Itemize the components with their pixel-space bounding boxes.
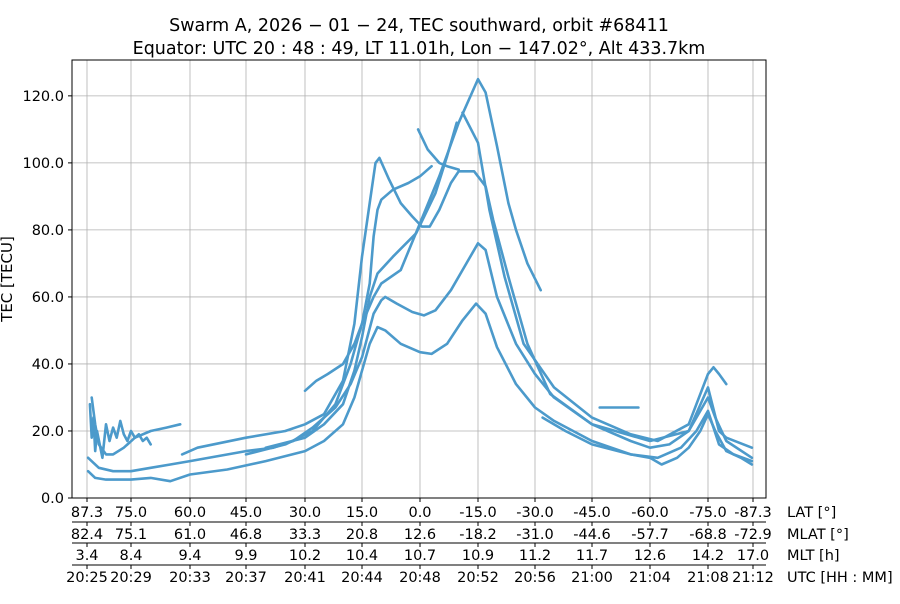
x-tick-label: -57.7: [631, 527, 669, 543]
x-tick-label: 20:44: [341, 570, 383, 586]
x-tick-label: -72.9: [734, 527, 772, 543]
x-tick-label: 10.9: [462, 548, 494, 564]
x-tick-label: 21:12: [732, 570, 774, 586]
x-tick-label: 9.9: [234, 548, 257, 564]
series-trace-3: [416, 128, 461, 171]
x-tick-label: 11.2: [519, 548, 551, 564]
series-trace-0: [86, 302, 754, 483]
y-tick-label: 60.0: [32, 290, 64, 306]
x-tick-label: 20:33: [169, 570, 211, 586]
series-trace-9: [88, 402, 152, 460]
y-tick-label: 120.0: [22, 89, 64, 105]
x-tick-label: 12.6: [634, 548, 666, 564]
x-tick-label: 20:41: [284, 570, 326, 586]
x-tick-label: 3.4: [75, 548, 98, 564]
x-tick-label: 20:37: [225, 570, 267, 586]
x-tick-label: 10.4: [346, 548, 378, 564]
series-trace-2: [180, 156, 754, 456]
x-tick-label: -60.0: [631, 505, 669, 521]
series-trace-11: [541, 409, 754, 463]
y-tick-label: 100.0: [22, 156, 64, 172]
x-tick-label: 20:48: [399, 570, 441, 586]
data-series: [86, 77, 754, 483]
x-tick-label: 0.0: [408, 505, 431, 521]
x-tick-label: 21:00: [571, 570, 613, 586]
x-tick-label: 87.3: [71, 505, 103, 521]
x-tick-label: 82.4: [71, 527, 103, 543]
grid: [72, 60, 766, 499]
x-tick-label: 12.6: [404, 527, 436, 543]
series-trace-4: [244, 77, 543, 456]
x-tick-label: 20:25: [66, 570, 108, 586]
x-tick-label: 20:56: [514, 570, 556, 586]
x-tick-label: -87.3: [734, 505, 772, 521]
x-tick-label: -44.6: [573, 527, 611, 543]
x-tick-label: -15.0: [459, 505, 497, 521]
x-tick-label: -31.0: [516, 527, 554, 543]
chart-subtitle: Equator: UTC 20 : 48 : 49, LT 11.01h, Lo…: [133, 39, 706, 59]
x-tick-label: 46.8: [230, 527, 262, 543]
x-tick-label: 15.0: [346, 505, 378, 521]
axis-row-label: MLT [h]: [787, 548, 840, 564]
y-tick-label: 40.0: [32, 357, 64, 373]
x-axis-rows: 87.3 75.0 60.0 45.0 30.0 15.0 0.0 -15.0 -30.0 -45…: [66, 498, 893, 586]
x-tick-label: 60.0: [174, 505, 206, 521]
x-tick-label: 21:04: [629, 570, 671, 586]
x-tick-label: 8.4: [119, 548, 142, 564]
x-tick-label: 21:08: [687, 570, 729, 586]
x-tick-label: 14.2: [692, 548, 724, 564]
x-tick-label: -30.0: [516, 505, 554, 521]
series-trace-1: [86, 242, 754, 473]
axis-row-label: MLAT [°]: [787, 527, 849, 543]
plot-frame: [71, 59, 767, 499]
x-tick-label: 33.3: [289, 527, 321, 543]
x-tick-label: 30.0: [289, 505, 321, 521]
series-trace-5: [264, 121, 459, 450]
x-tick-label: -75.0: [689, 505, 727, 521]
chart-title: Swarm A, 2026 − 01 − 24, TEC southward, …: [169, 16, 669, 36]
y-tick-label: 80.0: [32, 223, 64, 239]
x-tick-label: 75.1: [115, 527, 147, 543]
x-tick-label: 61.0: [174, 527, 206, 543]
series-trace-6: [303, 164, 433, 393]
x-tick-label: 10.7: [404, 548, 436, 564]
axis-row-label: LAT [°]: [787, 505, 836, 521]
y-axis-label: TEC [TECU]: [0, 236, 16, 323]
x-tick-label: 45.0: [230, 505, 262, 521]
x-tick-label: -18.2: [459, 527, 497, 543]
series-trace-7: [461, 111, 728, 443]
y-tick-label: 0.0: [41, 491, 64, 507]
x-tick-label: 11.7: [576, 548, 608, 564]
y-ticks: 0.0 20.0 40.0 60.0 80.0 100.0 120.0: [22, 89, 72, 507]
x-tick-label: 10.2: [289, 548, 321, 564]
x-tick-label: 75.0: [115, 505, 147, 521]
x-tick-label: 20:52: [457, 570, 499, 586]
x-tick-label: -68.8: [689, 527, 727, 543]
x-tick-label: 20.8: [346, 527, 378, 543]
y-tick-label: 20.0: [32, 424, 64, 440]
axis-row-label: UTC [HH : MM]: [787, 570, 893, 586]
x-tick-label: 9.4: [178, 548, 201, 564]
x-tick-label: -45.0: [573, 505, 611, 521]
x-tick-label: 20:29: [110, 570, 152, 586]
x-tick-label: 17.0: [737, 548, 769, 564]
